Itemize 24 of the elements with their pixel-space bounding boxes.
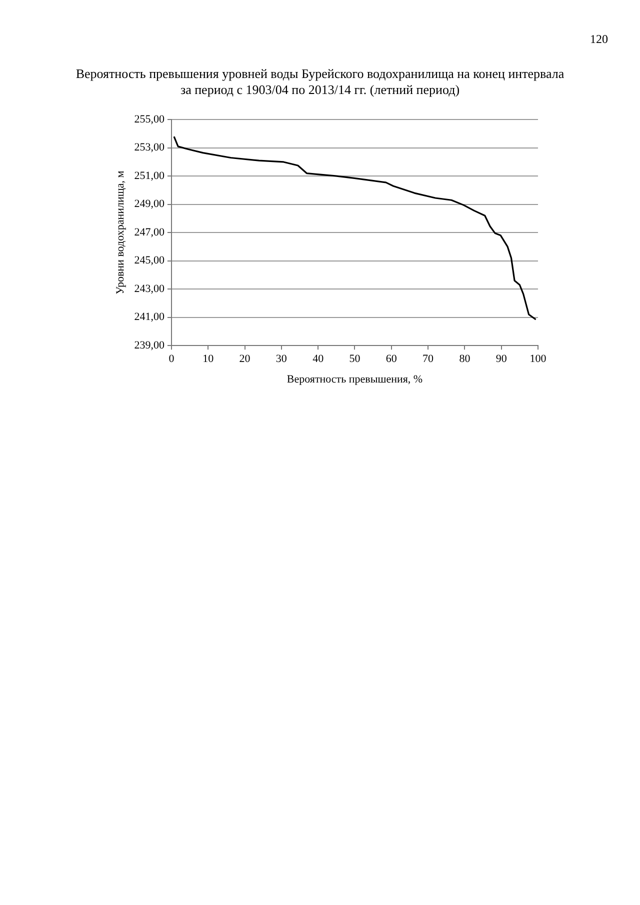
chart-title: Вероятность превышения уровней воды Бурейского водохранилища на конец интервала за период с 1903/04 по 2013/14 гг. (летний период) [74, 66, 566, 98]
x-tick-label: 10 [202, 353, 214, 366]
y-tick-label: 243,00 [134, 282, 165, 295]
y-axis-title: Уровни водохранилища, м [114, 170, 126, 294]
x-tick-label: 50 [349, 353, 361, 366]
x-tick-label: 100 [530, 353, 547, 366]
y-tick-label: 251,00 [134, 170, 165, 182]
x-tick-label: 80 [459, 353, 471, 366]
y-tick-label: 247,00 [134, 226, 165, 238]
y-tick-label: 255,00 [134, 113, 165, 126]
y-tick-label: 239,00 [134, 339, 165, 352]
x-tick-label: 40 [312, 353, 324, 366]
x-tick-label: 30 [276, 353, 288, 366]
y-tick-label: 241,00 [134, 311, 165, 324]
x-tick-label: 20 [239, 353, 251, 366]
x-tick-label: 0 [168, 353, 175, 366]
y-tick-label: 249,00 [134, 198, 165, 210]
x-tick-label: 60 [386, 353, 398, 366]
x-tick-label: 70 [422, 353, 434, 366]
y-tick-label: 245,00 [134, 254, 165, 267]
x-axis-title: Вероятность превышения, % [286, 373, 423, 386]
text: 120 [590, 32, 608, 47]
x-tick-label: 90 [496, 353, 508, 366]
y-tick-label: 253,00 [134, 142, 165, 154]
